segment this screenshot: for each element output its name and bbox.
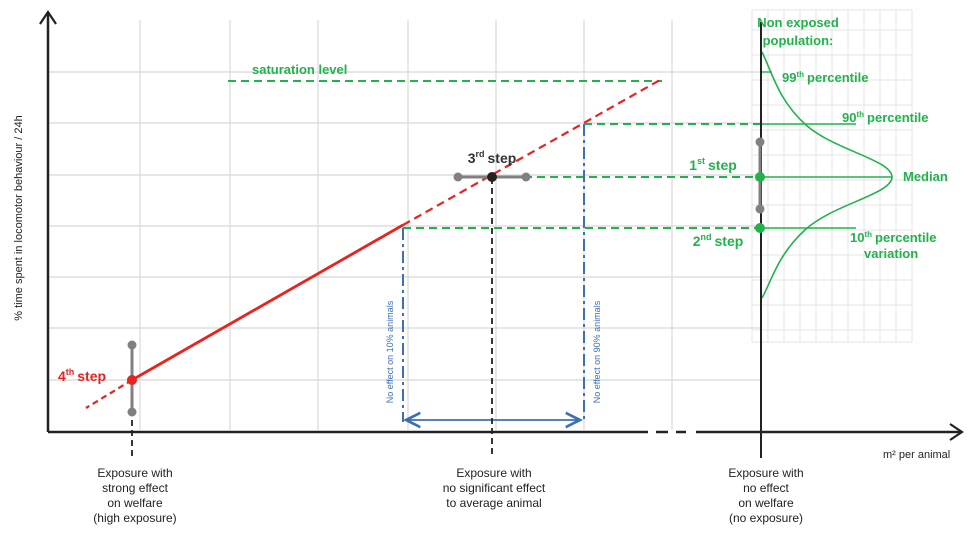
step3-label: 3rd step <box>468 149 517 166</box>
svg-text:to average animal: to average animal <box>446 496 541 510</box>
response-line-solid <box>131 223 404 382</box>
svg-text:(no exposure): (no exposure) <box>729 511 803 525</box>
saturation-label: saturation level <box>252 62 347 77</box>
step3-marker <box>453 172 531 182</box>
p90-label: 90th percentile <box>842 110 928 125</box>
distribution-curve <box>761 51 893 299</box>
no-effect-90-label: No effect on 90% animals <box>592 300 602 403</box>
response-line-extension-low <box>85 379 133 409</box>
caption-no-exposure: Exposure with no effect on welfare (no e… <box>728 466 803 525</box>
svg-text:Exposure with: Exposure with <box>456 466 531 480</box>
median-label: Median <box>903 169 948 184</box>
y-axis-arrow <box>39 10 57 25</box>
caption-high-exposure: Exposure with strong effect on welfare (… <box>93 466 176 525</box>
non-exposed-title-line2: population: <box>763 33 834 48</box>
svg-text:strong effect: strong effect <box>102 481 168 495</box>
step1-label: 1st step <box>689 156 737 173</box>
non-exposed-title-line1: Non exposed <box>757 15 839 30</box>
step4-marker <box>127 340 137 417</box>
p10-label: 10th percentile <box>850 230 936 245</box>
percentile-reference-lines <box>403 123 760 229</box>
variation-label: variation <box>864 246 918 261</box>
svg-text:Exposure with: Exposure with <box>728 466 803 480</box>
y-axis-label: % time spent in locomotor behaviour / 24… <box>13 115 25 320</box>
svg-text:(high exposure): (high exposure) <box>93 511 176 525</box>
step4-label: 4th step <box>58 367 106 384</box>
svg-text:no effect: no effect <box>743 481 789 495</box>
axes <box>39 10 964 441</box>
step2-label: 2nd step <box>693 232 744 249</box>
svg-text:on welfare: on welfare <box>107 496 163 510</box>
x-axis-arrow <box>949 423 964 441</box>
distribution-grid <box>751 9 913 343</box>
caption-average-animal: Exposure with no significant effect to a… <box>443 466 546 510</box>
response-line-extension-high <box>402 79 661 226</box>
svg-text:Exposure with: Exposure with <box>97 466 172 480</box>
no-effect-10-label: No effect on 10% animals <box>385 300 395 403</box>
svg-text:no significant effect: no significant effect <box>443 481 546 495</box>
svg-text:on welfare: on welfare <box>738 496 794 510</box>
x-axis-label: m² per animal <box>883 449 950 461</box>
step2-marker <box>755 223 765 233</box>
p99-label: 99th percentile <box>782 70 868 85</box>
step1-marker <box>755 137 765 214</box>
